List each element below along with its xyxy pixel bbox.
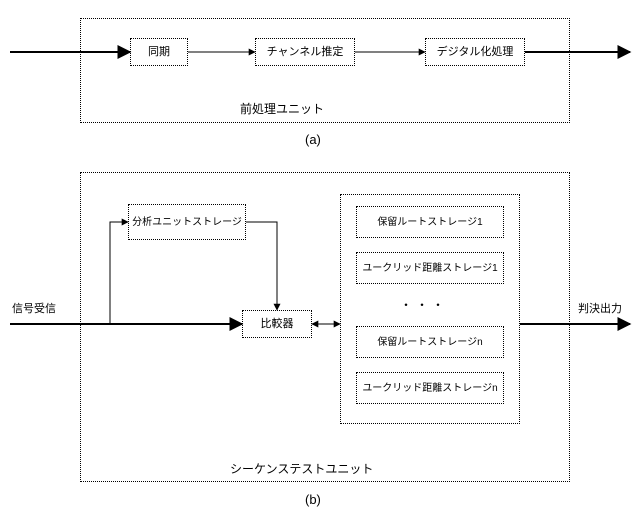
node-digitize: デジタル化処理 — [425, 38, 525, 66]
fig-a-sublabel: (a) — [305, 132, 321, 147]
node-comparator-label: 比較器 — [261, 318, 294, 330]
node-sync: 同期 — [130, 38, 188, 66]
left-io-label: 信号受信 — [12, 300, 56, 316]
node-root-storage-1: 保留ルートストレージ1 — [356, 206, 504, 238]
node-euclid-storage-n-label: ユークリッド距離ストレージn — [362, 383, 497, 394]
fig-a-outer — [80, 18, 570, 123]
node-comparator: 比較器 — [242, 310, 312, 338]
node-digitize-label: デジタル化処理 — [437, 46, 514, 58]
node-euclid-storage-1: ユークリッド距離ストレージ1 — [356, 252, 504, 284]
node-root-storage-1-label: 保留ルートストレージ1 — [377, 217, 482, 228]
node-root-storage-n: 保留ルートストレージn — [356, 326, 504, 358]
node-analysis-storage: 分析ユニットストレージ — [128, 204, 246, 240]
fig-b-sublabel: (b) — [305, 492, 321, 507]
storage-dots: ・・・ — [400, 296, 448, 313]
node-channel-est: チャンネル推定 — [255, 38, 355, 66]
node-euclid-storage-n: ユークリッド距離ストレージn — [356, 372, 504, 404]
node-euclid-storage-1-label: ユークリッド距離ストレージ1 — [362, 263, 497, 274]
node-root-storage-n-label: 保留ルートストレージn — [377, 337, 482, 348]
diagram-canvas: 同期 チャンネル推定 デジタル化処理 前処理ユニット (a) 分析ユニットストレ… — [0, 0, 640, 527]
right-io-label: 判決出力 — [578, 300, 622, 316]
fig-b-title: シーケンステストユニット — [230, 460, 373, 477]
node-analysis-storage-label: 分析ユニットストレージ — [132, 217, 242, 228]
fig-a-title: 前処理ユニット — [240, 100, 324, 117]
node-channel-est-label: チャンネル推定 — [267, 46, 344, 58]
node-sync-label: 同期 — [148, 46, 170, 58]
